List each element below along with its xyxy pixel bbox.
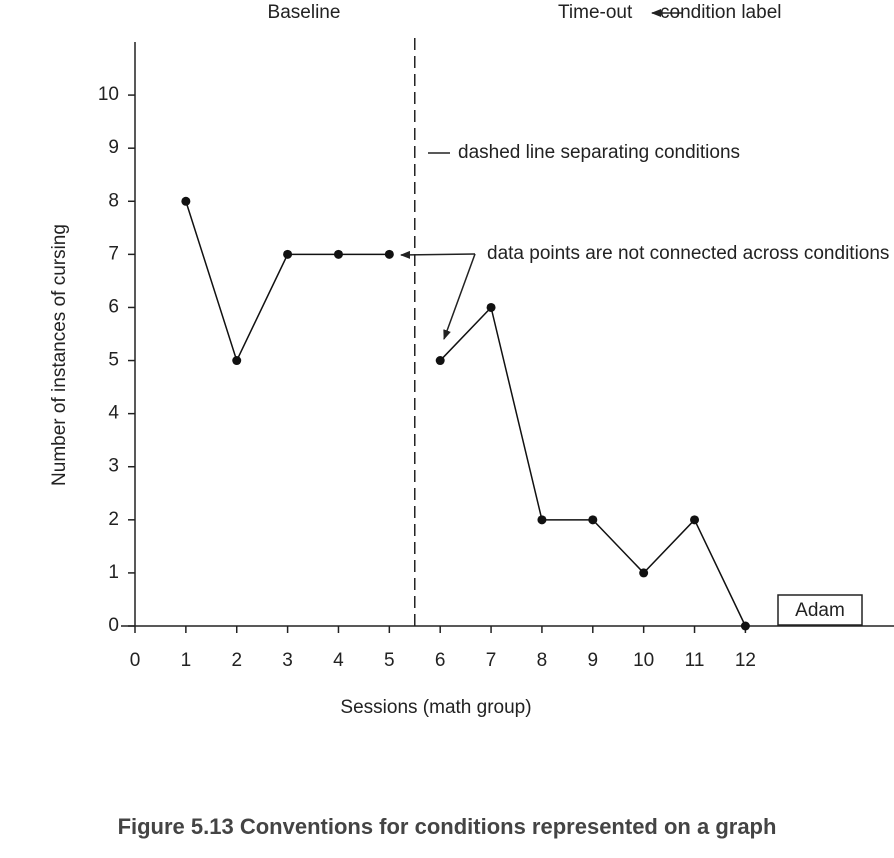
x-axis-title: Sessions (math group) (340, 697, 531, 718)
data-point (690, 515, 700, 525)
data-point (384, 249, 394, 259)
x-tick-label: 2 (231, 650, 242, 671)
x-tick-label: 1 (181, 650, 192, 671)
y-tick-label: 6 (108, 296, 119, 317)
y-tick-label: 1 (108, 562, 119, 583)
y-axis-title: Number of instances of cursing (49, 224, 70, 486)
data-point (435, 356, 445, 366)
data-point (283, 249, 293, 259)
x-tick-label: 3 (282, 650, 293, 671)
x-tick-label: 10 (633, 650, 654, 671)
participant-box (777, 594, 863, 626)
x-tick-label: 11 (685, 650, 705, 671)
x-tick-label: 6 (435, 650, 446, 671)
x-tick-label: 4 (333, 650, 344, 671)
x-tick-label: 5 (384, 650, 395, 671)
y-tick-label: 7 (108, 243, 119, 264)
data-line (439, 305, 747, 627)
x-tick-label: 12 (735, 650, 756, 671)
y-tick-label: 5 (108, 350, 119, 371)
data-point (588, 515, 598, 525)
condition-label: Time-out (558, 2, 633, 23)
annotation: dashed line separating conditions (458, 142, 740, 163)
data-point (486, 302, 496, 312)
data-point (333, 249, 343, 259)
y-tick-label: 10 (98, 84, 119, 105)
x-tick-label: 7 (486, 650, 497, 671)
x-tick-label: 8 (537, 650, 548, 671)
data-line (185, 201, 390, 363)
data-point (740, 621, 750, 631)
participant-label: Adam (795, 600, 845, 621)
y-tick-label: 3 (108, 456, 119, 477)
y-tick-label: 8 (108, 190, 119, 211)
x-tick-label: 9 (588, 650, 599, 671)
data-point (537, 515, 547, 525)
y-tick-label: 0 (108, 615, 119, 636)
annotation: data points are not connected across con… (487, 243, 889, 264)
data-point (181, 196, 191, 206)
x-tick-label: 0 (130, 650, 141, 671)
caption: Figure 5.13 Conventions for conditions r… (118, 814, 777, 839)
y-tick-label: 9 (108, 137, 119, 158)
data-point (639, 568, 649, 578)
annotation-arrow (443, 253, 476, 340)
data-point (232, 356, 242, 366)
annotation: condition label (660, 2, 781, 23)
y-tick-label: 4 (108, 403, 119, 424)
condition-label: Baseline (268, 2, 341, 23)
y-tick-label: 2 (108, 509, 119, 530)
annotation-arrow (400, 250, 476, 259)
